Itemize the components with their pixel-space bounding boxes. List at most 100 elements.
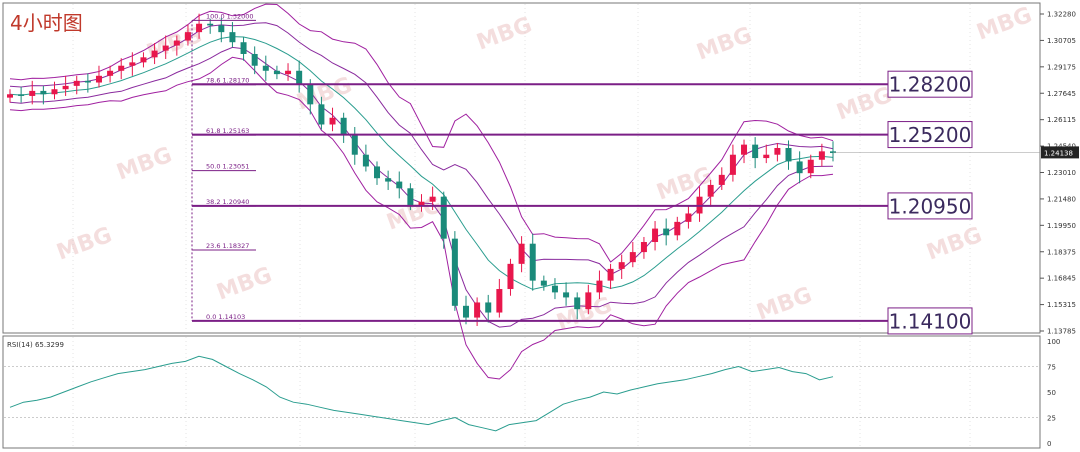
candle-body	[607, 268, 614, 281]
candle-body	[196, 23, 203, 33]
key-level-box	[887, 121, 973, 149]
price-tick-label: 1.32280	[1047, 11, 1076, 19]
price-tick-label: 1.27645	[1047, 90, 1076, 98]
candle-body	[329, 117, 336, 125]
key-level-box	[887, 192, 973, 220]
candle-body	[18, 94, 25, 96]
candle-body	[7, 94, 13, 98]
candle-body	[629, 252, 636, 263]
candle-body	[118, 65, 125, 71]
candle-body	[307, 84, 314, 105]
rsi-pane-frame	[2, 335, 1041, 449]
candle-body	[140, 57, 147, 63]
candle-body	[107, 70, 114, 76]
candle-body	[507, 263, 514, 290]
candle-body	[162, 45, 169, 51]
price-tick-label: 1.13785	[1047, 328, 1076, 336]
candle-body	[218, 25, 225, 33]
price-tick-label: 1.29175	[1047, 63, 1076, 71]
candle-body	[729, 154, 736, 175]
candle-body	[707, 184, 714, 197]
candle-body	[385, 178, 392, 182]
candle-body	[596, 280, 603, 293]
key-level-box	[887, 70, 973, 98]
candle-body	[529, 243, 536, 281]
candle-body	[574, 297, 581, 310]
candle-body	[62, 85, 69, 90]
candle-body	[663, 228, 670, 236]
candle-body	[429, 196, 436, 202]
candle-body	[207, 23, 214, 26]
key-levels: 1.28200 1.25200 1.20950 1.14100	[192, 70, 973, 335]
bollinger-bands	[9, 3, 834, 380]
price-tick-label: 1.19950	[1047, 222, 1076, 230]
candle-body	[229, 32, 236, 43]
candle-body	[73, 80, 80, 86]
candle-body	[807, 159, 814, 174]
rsi-tick-label: 25	[1047, 415, 1056, 423]
candle-body	[396, 181, 403, 189]
candle-body	[618, 262, 625, 269]
candle-body	[551, 285, 558, 293]
candle-body	[418, 201, 425, 206]
fib-level-label: 50.0 1.23051	[206, 163, 249, 171]
candle-body	[129, 62, 136, 66]
candle-body	[796, 161, 803, 174]
price-tick-label: 1.30705	[1047, 37, 1076, 45]
candle-body	[640, 242, 647, 253]
candle-body	[262, 65, 269, 71]
candle-body	[462, 305, 469, 318]
fib-level-label: 23.6 1.18327	[206, 242, 249, 250]
fib-level-label: 61.8 1.25163	[206, 127, 249, 135]
price-tick-label: 1.21480	[1047, 195, 1076, 203]
candle-body	[40, 90, 47, 95]
candle-body	[351, 134, 358, 155]
band-inner-upper	[9, 22, 834, 276]
band-outer-upper	[9, 3, 834, 263]
key-level-label: 1.20950	[889, 194, 972, 218]
candle-body	[718, 174, 725, 185]
rsi-tick-label: 0	[1047, 440, 1051, 448]
candlestick-series	[7, 13, 836, 326]
candle-body	[51, 89, 58, 95]
fib-level-label: 100.0 1.32000	[206, 12, 254, 20]
rsi-tick-label: 50	[1047, 389, 1056, 397]
candle-body	[741, 144, 748, 155]
candle-body	[84, 80, 91, 83]
rsi-line	[9, 355, 834, 432]
candle-body	[763, 154, 770, 159]
fib-level-label: 0.0 1.14103	[206, 313, 245, 321]
candle-body	[496, 289, 503, 313]
grid-lines	[72, 4, 971, 447]
candle-body	[296, 70, 303, 85]
candle-body	[451, 238, 458, 306]
candle-body	[485, 302, 492, 313]
rsi-indicator: 100 75 50 25 0	[4, 338, 1060, 448]
candle-body	[652, 228, 659, 243]
candle-body	[785, 147, 792, 162]
candle-body	[440, 196, 447, 239]
price-tick-label: 1.26115	[1047, 116, 1076, 124]
price-tick-label: 1.23010	[1047, 169, 1076, 177]
candle-body	[95, 75, 102, 83]
candle-body	[518, 243, 525, 264]
rsi-label: RSI(14) 65.3299	[7, 341, 64, 349]
rsi-tick-label: 100	[1047, 338, 1060, 346]
candle-body	[362, 154, 369, 167]
candle-body	[340, 117, 347, 135]
candle-body	[251, 53, 258, 66]
candle-body	[774, 147, 781, 155]
candle-body	[685, 213, 692, 222]
key-level-label: 1.14100	[889, 309, 972, 333]
fib-level-label: 38.2 1.20940	[206, 198, 249, 206]
band-middle	[9, 36, 834, 290]
price-tick-label: 1.16845	[1047, 275, 1076, 283]
key-level-box	[887, 307, 973, 335]
fib-level-label: 78.6 1.28170	[206, 77, 249, 85]
candle-body	[318, 104, 325, 125]
key-level-label: 1.25200	[889, 123, 972, 147]
price-tick-label: 1.18375	[1047, 248, 1076, 256]
band-outer-lower	[9, 56, 834, 380]
candle-body	[585, 292, 592, 310]
